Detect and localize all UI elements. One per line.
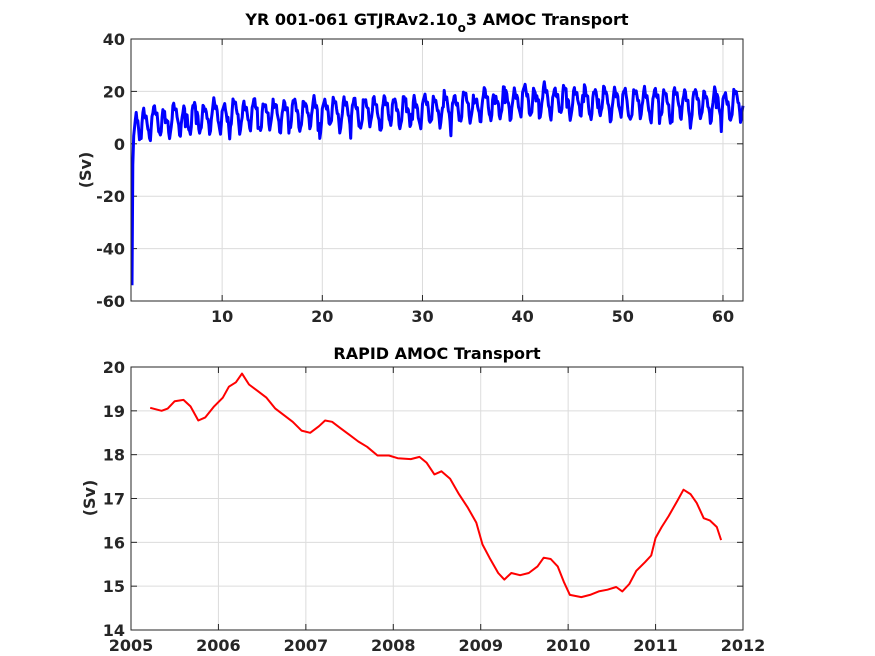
top-chart-series-line bbox=[130, 80, 745, 286]
top-chart-y-tick-label: -20 bbox=[96, 187, 125, 206]
bottom-chart-x-tick-label: 2005 bbox=[109, 636, 154, 655]
bottom-chart-y-tick-label: 17 bbox=[103, 490, 125, 509]
bottom-chart-y-axis-label: (Sv) bbox=[80, 480, 99, 517]
top-chart-axes bbox=[130, 38, 744, 302]
bottom-chart-series-line bbox=[149, 372, 723, 599]
top-chart-x-tick-label: 60 bbox=[712, 307, 734, 326]
top-chart-y-tick-label: 0 bbox=[114, 135, 125, 154]
bottom-chart-x-tick-label: 2010 bbox=[546, 636, 591, 655]
top-chart-y-tick-label: 40 bbox=[103, 30, 125, 49]
bottom-chart-y-tick-label: 15 bbox=[103, 577, 125, 596]
bottom-chart-x-tick-label: 2012 bbox=[721, 636, 766, 655]
bottom-chart-ticks: 2005 2006 2007 2008 2009 2010 2011 2012 14 15 16 17… bbox=[103, 358, 766, 655]
bottom-chart-x-tick-label: 2011 bbox=[633, 636, 678, 655]
bottom-chart-y-tick-label: 19 bbox=[103, 402, 125, 421]
top-chart-ticks: 10 20 30 40 50 60 -60 -40 -20 0 20 40 bbox=[96, 30, 743, 326]
top-chart-y-tick-label: -60 bbox=[96, 292, 125, 311]
bottom-chart-y-tick-label: 18 bbox=[103, 446, 125, 465]
top-chart-y-axis-label: (Sv) bbox=[76, 152, 95, 189]
bottom-chart-axes bbox=[130, 366, 744, 631]
bottom-chart-x-tick-label: 2009 bbox=[458, 636, 503, 655]
bottom-chart-title: RAPID AMOC Transport bbox=[333, 344, 541, 363]
bottom-chart-panel: RAPID AMOC Transport (Sv) 2005 2006 2007 20… bbox=[80, 344, 765, 655]
top-chart-x-tick-label: 20 bbox=[311, 307, 333, 326]
bottom-chart-x-tick-label: 2006 bbox=[196, 636, 241, 655]
top-chart-x-tick-label: 10 bbox=[211, 307, 233, 326]
top-chart-y-tick-label: 20 bbox=[103, 82, 125, 101]
bottom-chart-grid bbox=[131, 367, 743, 630]
top-chart-title: YR 001-061 GTJRAv2.10o3 AMOC Transport bbox=[244, 10, 629, 35]
top-chart-x-tick-label: 40 bbox=[512, 307, 534, 326]
bottom-chart-x-tick-label: 2008 bbox=[371, 636, 416, 655]
bottom-chart-y-tick-label: 20 bbox=[103, 358, 125, 377]
top-chart-grid bbox=[131, 39, 743, 301]
top-chart-x-tick-label: 50 bbox=[612, 307, 634, 326]
top-chart-y-tick-label: -40 bbox=[96, 240, 125, 259]
bottom-chart-y-tick-label: 16 bbox=[103, 533, 125, 552]
bottom-chart-x-tick-label: 2007 bbox=[284, 636, 329, 655]
bottom-chart-series bbox=[149, 372, 723, 599]
top-chart-x-tick-label: 30 bbox=[411, 307, 433, 326]
top-chart-series bbox=[130, 80, 745, 286]
bottom-chart-y-tick-label: 14 bbox=[103, 621, 125, 640]
top-chart-panel: YR 001-061 GTJRAv2.10o3 AMOC Transport (… bbox=[76, 10, 745, 326]
